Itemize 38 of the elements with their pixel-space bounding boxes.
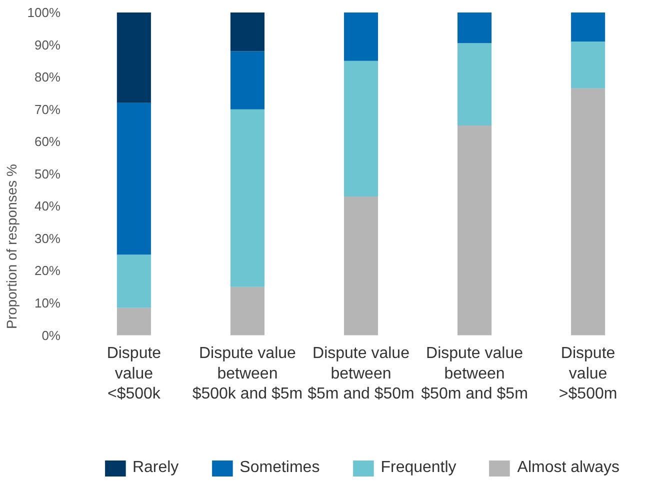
y-tick-label: 70% (34, 102, 61, 117)
bar (230, 12, 264, 52)
bar (116, 12, 151, 103)
y-tick-label: 20% (34, 263, 61, 278)
bar (230, 109, 264, 287)
bar (571, 88, 606, 336)
y-tick-label: 100% (27, 5, 61, 20)
y-tick-label: 40% (34, 198, 61, 214)
bar (116, 254, 151, 308)
legend-label: Rarely (132, 459, 179, 477)
y-tick-label: 10% (34, 295, 61, 310)
bar (571, 12, 606, 42)
bar (458, 43, 492, 126)
bar (230, 286, 264, 336)
y-tick-label: 80% (34, 70, 61, 85)
legend-label: Sometimes (240, 459, 320, 477)
y-tick-label: 50% (34, 166, 61, 182)
x-tick-label: Dispute value between $500k and $5m (192, 344, 303, 403)
y-tick-label: 60% (34, 134, 61, 150)
bar (458, 12, 492, 44)
bar (344, 196, 378, 336)
bar (344, 12, 378, 61)
x-tick-label: Dispute value between $5m and $50m (308, 344, 414, 403)
bar (571, 42, 606, 88)
legend-label: Frequently (380, 459, 456, 477)
x-tick-label: Dispute value <$500k (106, 344, 162, 403)
bar (344, 60, 378, 196)
y-tick-label: 0% (42, 328, 61, 343)
bar (116, 102, 151, 255)
x-tick-label: Dispute value >$500m (558, 344, 618, 403)
legend-label: Almost always (517, 459, 620, 477)
x-tick-label: Dispute value between $50m and $5m (421, 344, 528, 403)
bar (230, 51, 264, 110)
bar (458, 125, 492, 336)
y-tick-label: 90% (34, 37, 61, 52)
y-tick-label: 30% (34, 230, 61, 246)
bar (116, 308, 151, 336)
y-axis-title: Proportion of responses % (3, 164, 20, 329)
